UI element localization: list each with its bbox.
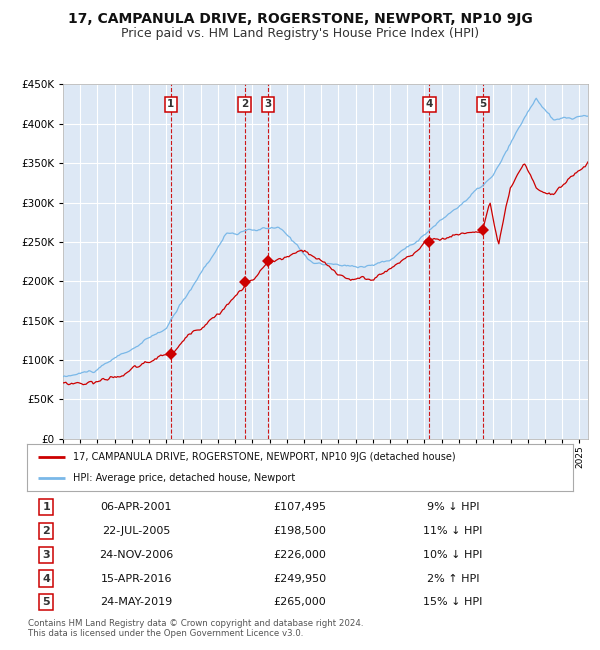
Text: 2: 2 [42,526,50,536]
Text: Contains HM Land Registry data © Crown copyright and database right 2024.
This d: Contains HM Land Registry data © Crown c… [28,619,364,638]
Text: 9% ↓ HPI: 9% ↓ HPI [427,502,479,512]
Text: 15-APR-2016: 15-APR-2016 [100,573,172,584]
Text: 4: 4 [426,99,433,109]
Text: 4: 4 [42,573,50,584]
Text: HPI: Average price, detached house, Newport: HPI: Average price, detached house, Newp… [73,473,296,483]
Text: 22-JUL-2005: 22-JUL-2005 [102,526,170,536]
Text: 11% ↓ HPI: 11% ↓ HPI [423,526,482,536]
Text: 2: 2 [241,99,248,109]
Text: 17, CAMPANULA DRIVE, ROGERSTONE, NEWPORT, NP10 9JG (detached house): 17, CAMPANULA DRIVE, ROGERSTONE, NEWPORT… [73,452,456,461]
Text: 17, CAMPANULA DRIVE, ROGERSTONE, NEWPORT, NP10 9JG: 17, CAMPANULA DRIVE, ROGERSTONE, NEWPORT… [68,12,532,26]
Text: £226,000: £226,000 [274,550,326,560]
Text: £249,950: £249,950 [274,573,326,584]
Text: 10% ↓ HPI: 10% ↓ HPI [423,550,482,560]
Text: 1: 1 [42,502,50,512]
Text: £265,000: £265,000 [274,597,326,607]
Text: 2% ↑ HPI: 2% ↑ HPI [427,573,479,584]
Text: 5: 5 [42,597,50,607]
Text: £198,500: £198,500 [274,526,326,536]
Text: 5: 5 [479,99,487,109]
Text: 15% ↓ HPI: 15% ↓ HPI [423,597,482,607]
Text: 3: 3 [42,550,50,560]
Text: 24-MAY-2019: 24-MAY-2019 [100,597,172,607]
Text: 1: 1 [167,99,175,109]
Text: Price paid vs. HM Land Registry's House Price Index (HPI): Price paid vs. HM Land Registry's House … [121,27,479,40]
Text: £107,495: £107,495 [274,502,326,512]
Text: 24-NOV-2006: 24-NOV-2006 [99,550,173,560]
Text: 3: 3 [264,99,271,109]
Text: 06-APR-2001: 06-APR-2001 [100,502,172,512]
